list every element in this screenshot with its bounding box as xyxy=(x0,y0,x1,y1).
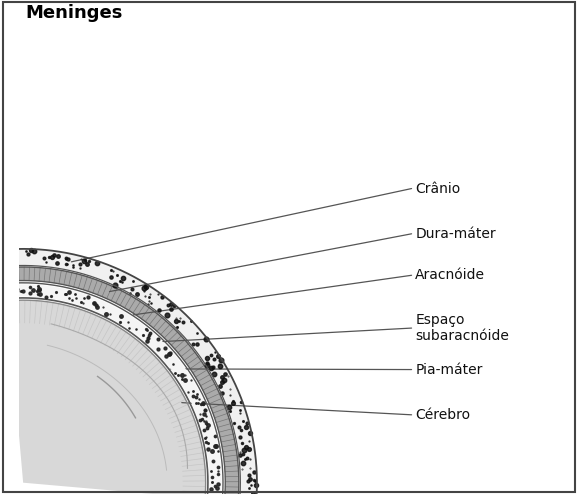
Text: Meninges: Meninges xyxy=(25,4,123,22)
Text: Cérebro: Cérebro xyxy=(416,408,470,422)
Text: Pia-máter: Pia-máter xyxy=(416,363,483,376)
Wedge shape xyxy=(3,249,257,494)
Text: Dura-máter: Dura-máter xyxy=(416,227,496,241)
Text: Espaço
subaracnóide: Espaço subaracnóide xyxy=(416,313,509,343)
Wedge shape xyxy=(8,300,206,494)
Text: Aracnóide: Aracnóide xyxy=(416,268,486,282)
Wedge shape xyxy=(6,285,221,494)
Wedge shape xyxy=(5,267,239,494)
Text: Crânio: Crânio xyxy=(416,182,461,196)
